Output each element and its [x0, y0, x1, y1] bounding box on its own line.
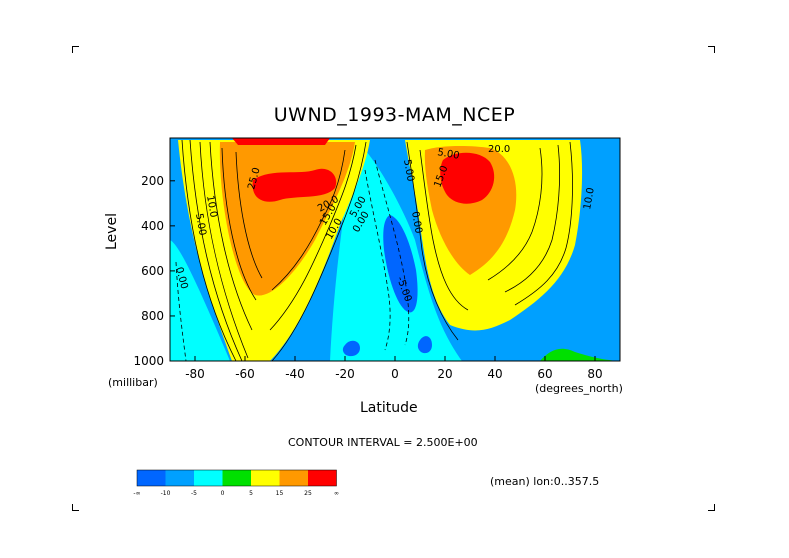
contour-line-5	[235, 151, 263, 279]
contour-line-13	[487, 147, 543, 281]
colorbar-level-label: 0	[221, 490, 225, 497]
red-core-south	[252, 168, 337, 202]
cyan-region-south-west	[170, 240, 230, 361]
contour-line-4	[221, 147, 257, 301]
x-tick-label: -20	[335, 367, 355, 381]
blue-pocket-south	[342, 340, 360, 357]
chart-title: UWND_1993-MAM_NCEP	[273, 104, 516, 126]
red-patch-top	[232, 138, 330, 145]
colorbar-level-label: -5	[191, 490, 197, 497]
contour-label: 5.00	[193, 213, 208, 237]
colorbar-level-label: 5	[249, 490, 253, 497]
colorbar-swatch	[251, 470, 280, 486]
contour-line-dashed-2	[175, 261, 187, 361]
contour-label: 5.00	[401, 159, 416, 183]
contour-line-2	[199, 141, 249, 359]
colorbar-swatch	[137, 470, 166, 486]
green-patch-south-east	[540, 348, 620, 361]
x-tick-label: -60	[235, 367, 255, 381]
contour-line-11	[514, 141, 573, 306]
colorbar-swatch	[279, 470, 308, 486]
x-tick-label: 20	[437, 367, 452, 381]
mean-longitude-note: (mean) lon:0..357.5	[490, 475, 600, 488]
blue-pocket-north	[417, 336, 432, 354]
corner-mark-top-left	[72, 46, 79, 53]
x-tick-label: 80	[587, 367, 602, 381]
colorbar-level-label: -10	[161, 490, 171, 497]
contour-label: 10.0	[582, 187, 597, 211]
contour-line-dashed-1	[364, 169, 391, 351]
colorbar-swatch	[222, 470, 251, 486]
colorbar-swatch	[165, 470, 194, 486]
colorbar-level-label: 15	[276, 490, 284, 497]
contour-line-3	[209, 141, 253, 331]
colorbar-swatch	[194, 470, 223, 486]
contour-line-9	[406, 141, 459, 341]
x-axis-unit: (degrees_north)	[535, 382, 623, 395]
y-tick-label: 800	[141, 309, 164, 323]
contour-line-dashed-0	[374, 159, 410, 346]
colorbar-level-label: 25	[304, 490, 312, 497]
corner-mark-bottom-right	[708, 504, 715, 511]
x-axis-label: Latitude	[360, 400, 418, 416]
contour-label: 5.00	[436, 147, 460, 162]
contour-label: 0.00	[409, 211, 424, 235]
x-tick-label: 0	[391, 367, 399, 381]
blue-core-tropics	[383, 215, 418, 313]
contour-line-0	[181, 139, 237, 361]
x-tick-label: -80	[185, 367, 205, 381]
x-tick-label: 40	[487, 367, 502, 381]
x-tick-label: -40	[285, 367, 305, 381]
contour-label: 20.0	[488, 144, 510, 155]
colorbar-swatch	[308, 470, 337, 486]
y-tick-label: 200	[141, 174, 164, 188]
y-axis-unit: (millibar)	[108, 376, 158, 389]
contour-line-1	[189, 139, 243, 361]
contour-interval-note: CONTOUR INTERVAL = 2.500E+00	[288, 436, 478, 449]
y-tick-label: 400	[141, 219, 164, 233]
colorbar-frame	[136, 469, 337, 487]
corner-mark-bottom-left	[72, 504, 79, 511]
contour-line-7	[269, 144, 357, 331]
corner-mark-top-right	[708, 46, 715, 53]
colorbar-level-label: ∞	[334, 490, 339, 497]
y-tick-label: 1000	[133, 354, 164, 368]
contour-label: 10.0	[204, 195, 219, 219]
colorbar-level-label: -∞	[133, 490, 140, 497]
contour-line-8	[271, 149, 346, 291]
y-tick-label: 600	[141, 264, 164, 278]
x-tick-label: 60	[537, 367, 552, 381]
red-core-north	[440, 152, 495, 204]
contour-line-6	[271, 141, 367, 361]
contour-line-12	[504, 144, 561, 293]
contour-line-10	[419, 149, 469, 311]
